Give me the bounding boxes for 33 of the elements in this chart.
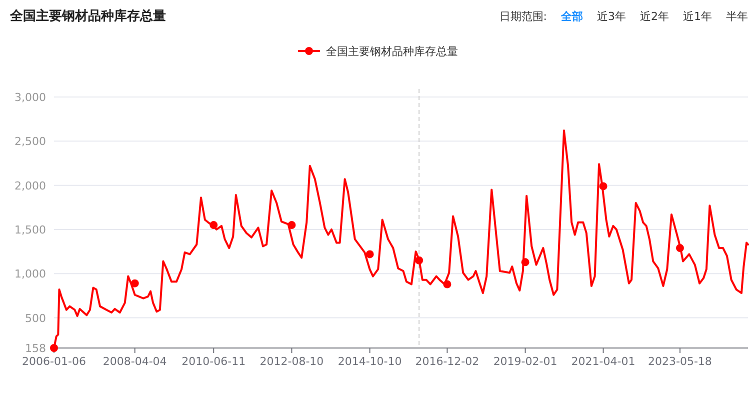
point	[599, 182, 608, 190]
x-tick-label: 2019-02-01	[493, 355, 558, 368]
x-tick-label: 2008-04-04	[102, 355, 167, 368]
point	[443, 280, 452, 288]
x-tick-label: 2023-05-18	[648, 355, 712, 368]
y-tick-label: 500	[25, 312, 46, 325]
text: 全部	[560, 10, 583, 23]
legend-label: 全国主要钢材品种库存总量	[326, 45, 458, 58]
y-tick-label: 3,000	[14, 91, 46, 104]
chart-title: 全国主要钢材品种库存总量	[9, 8, 166, 24]
point	[521, 258, 530, 266]
text: 近3年	[597, 10, 626, 23]
y-tick-label: 1,500	[14, 223, 46, 236]
x-tick-label: 2006-01-06	[22, 355, 86, 368]
x-tick-label: 2021-04-01	[571, 355, 636, 368]
point	[366, 250, 374, 258]
x-tick-label: 2010-06-11	[182, 355, 246, 368]
x-tick-label: 2016-12-02	[415, 355, 480, 368]
y-tick-label: 158	[25, 342, 46, 355]
text: 日期范围:	[499, 10, 547, 23]
text: 近2年	[640, 10, 669, 23]
y-tick-label: 2,500	[14, 135, 46, 148]
text: 半年	[726, 10, 748, 23]
point	[415, 256, 424, 264]
point	[676, 244, 684, 252]
y-tick-label: 1,000	[14, 268, 46, 281]
x-tick-label: 2014-10-10	[338, 355, 402, 368]
point	[288, 221, 296, 230]
point	[210, 221, 218, 230]
y-tick-label: 2,000	[14, 179, 46, 192]
x-tick-label: 2012-08-10	[260, 355, 324, 368]
text: 近1年	[683, 10, 712, 23]
point	[130, 279, 139, 288]
